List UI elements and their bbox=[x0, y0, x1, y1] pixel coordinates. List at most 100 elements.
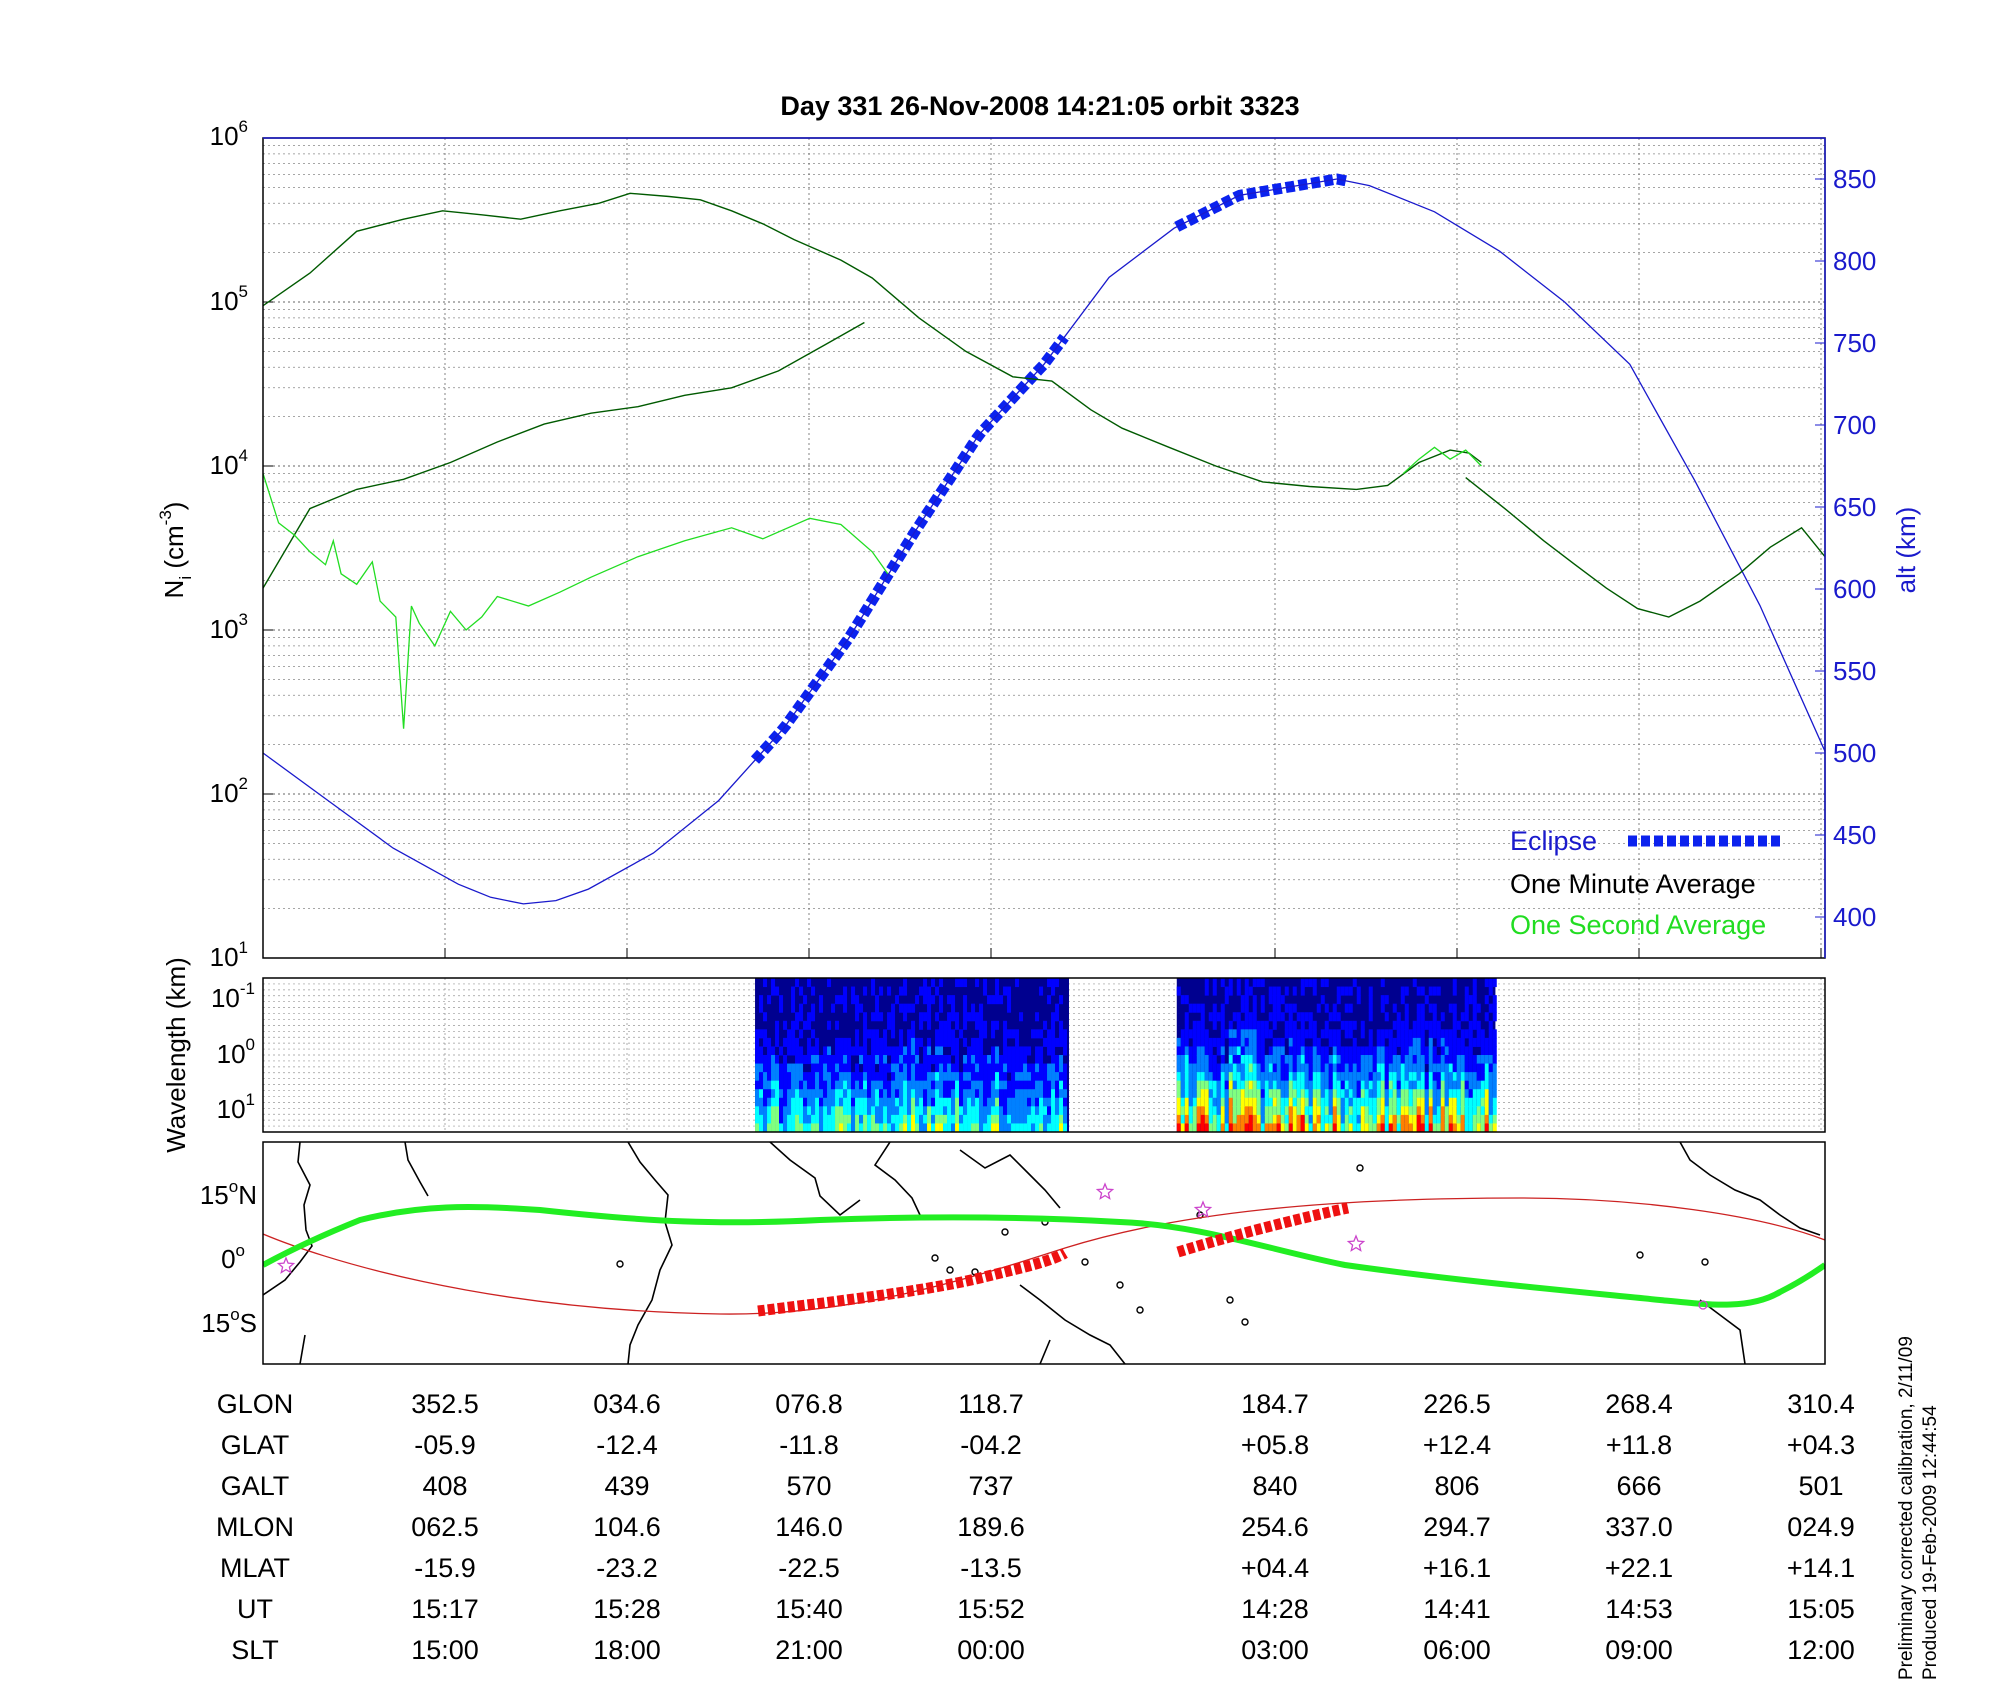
spectrogram-cell bbox=[1444, 1037, 1449, 1047]
spectrogram-cell bbox=[983, 1029, 988, 1039]
spectrogram-cell bbox=[1027, 1080, 1032, 1090]
altitude-axis-label: alt (km) bbox=[1891, 507, 1921, 594]
spectrogram-cell bbox=[1204, 1029, 1209, 1039]
spectrogram-cell bbox=[1412, 1029, 1417, 1039]
spectrogram-cell bbox=[1027, 1063, 1032, 1073]
spectrogram-cell bbox=[911, 1003, 916, 1013]
spectrogram-cell bbox=[847, 1089, 852, 1099]
spectrogram-cell bbox=[1011, 1114, 1016, 1124]
spectrogram-cell bbox=[887, 1097, 892, 1107]
spectrogram-cell bbox=[1432, 1114, 1437, 1124]
spectrogram-cell bbox=[1292, 1055, 1297, 1065]
spectrogram-cell bbox=[1304, 1080, 1309, 1090]
spectrogram-cell bbox=[1428, 1003, 1433, 1013]
spectrogram-cell bbox=[1063, 1072, 1068, 1082]
spectrogram-cell bbox=[951, 1046, 956, 1056]
spectrogram-cell bbox=[1400, 1123, 1405, 1133]
spectrogram-cell bbox=[1184, 1097, 1189, 1107]
spectrogram-cell bbox=[1324, 1123, 1329, 1133]
spectrogram-cell bbox=[1264, 1089, 1269, 1099]
spectrogram-cell bbox=[887, 1012, 892, 1022]
spectrogram-cell bbox=[775, 1063, 780, 1073]
spectrogram-cell bbox=[1007, 1063, 1012, 1073]
spectrogram-cell bbox=[1019, 1080, 1024, 1090]
coastline bbox=[1039, 1339, 1051, 1364]
spectrogram-cell bbox=[791, 1106, 796, 1116]
spectrogram-cell bbox=[1236, 1097, 1241, 1107]
spectrogram-cell bbox=[891, 1055, 896, 1065]
spectrogram-cell bbox=[1456, 1089, 1461, 1099]
spectrogram-cell bbox=[1039, 1080, 1044, 1090]
spectrogram-cell bbox=[863, 1037, 868, 1047]
spectrogram-cell bbox=[1488, 1114, 1493, 1124]
spectrogram-cell bbox=[835, 1020, 840, 1030]
spectrogram-cell bbox=[1324, 978, 1329, 988]
spectrogram-cell bbox=[955, 1123, 960, 1133]
spectrogram-cell bbox=[1063, 1046, 1068, 1056]
spectrogram-cell bbox=[1484, 1063, 1489, 1073]
spectrogram-cell bbox=[1220, 1029, 1225, 1039]
spectrogram-cell bbox=[1376, 1072, 1381, 1082]
spectrogram-cell bbox=[1252, 1072, 1257, 1082]
spectrogram-cell bbox=[1176, 1123, 1181, 1133]
spectrogram-cell bbox=[767, 1072, 772, 1082]
spectrogram-cell bbox=[1292, 1123, 1297, 1133]
spectrogram-cell bbox=[1248, 1012, 1253, 1022]
spectrogram-cell bbox=[1416, 1097, 1421, 1107]
spectrogram-cell bbox=[995, 1046, 1000, 1056]
spectrogram-cell bbox=[771, 1072, 776, 1082]
spectrogram-cell bbox=[939, 995, 944, 1005]
spectrogram-cell bbox=[755, 1114, 760, 1124]
spectrogram-cell bbox=[1360, 1029, 1365, 1039]
spectrogram-cell bbox=[1468, 1046, 1473, 1056]
spectrogram-cell bbox=[1236, 1089, 1241, 1099]
spectrogram-cell bbox=[1384, 1055, 1389, 1065]
spectrogram-cell bbox=[799, 1063, 804, 1073]
spectrogram-cell bbox=[1027, 1097, 1032, 1107]
spectrogram-cell bbox=[1031, 1072, 1036, 1082]
spectrogram-cell bbox=[883, 1055, 888, 1065]
spectrogram-cell bbox=[1472, 978, 1477, 988]
spectrogram-cell bbox=[1200, 1046, 1205, 1056]
spectrogram-cell bbox=[1460, 1114, 1465, 1124]
spectrogram-cell bbox=[947, 1020, 952, 1030]
spectrogram-cell bbox=[1444, 1097, 1449, 1107]
spectrogram-cell bbox=[975, 1097, 980, 1107]
spectrogram-cell bbox=[979, 1089, 984, 1099]
spectrogram-cell bbox=[951, 1080, 956, 1090]
spectrogram-cell bbox=[1248, 1072, 1253, 1082]
spectrogram-cell bbox=[1220, 1003, 1225, 1013]
spectrogram-cell bbox=[807, 1020, 812, 1030]
spectrogram-cell bbox=[1420, 1114, 1425, 1124]
spectrogram-cell bbox=[1280, 1080, 1285, 1090]
spectrogram-cell bbox=[1396, 1072, 1401, 1082]
spectrogram-cell bbox=[1368, 1063, 1373, 1073]
spectrogram-cell bbox=[807, 1097, 812, 1107]
spectrogram-cell bbox=[1244, 1080, 1249, 1090]
spectrogram-cell bbox=[1372, 1072, 1377, 1082]
spectrogram-cell bbox=[1220, 1046, 1225, 1056]
spectrogram-cell bbox=[1492, 1097, 1497, 1107]
spectrogram-cell bbox=[1344, 1020, 1349, 1030]
spectrogram-cell bbox=[867, 1106, 872, 1116]
spectrogram-cell bbox=[867, 1072, 872, 1082]
spectrogram-cell bbox=[1448, 1063, 1453, 1073]
spectrogram-cell bbox=[795, 1089, 800, 1099]
spectrogram-cell bbox=[1316, 1106, 1321, 1116]
spectrogram-cell bbox=[1408, 1114, 1413, 1124]
spectrogram-cell bbox=[1424, 1106, 1429, 1116]
spectrogram-cell bbox=[807, 1089, 812, 1099]
spectrogram-cell bbox=[839, 1123, 844, 1133]
spectrogram-cell bbox=[1356, 1063, 1361, 1073]
spectrogram-cell bbox=[1228, 1046, 1233, 1056]
spectrogram-cell bbox=[959, 1114, 964, 1124]
spectrogram-cell bbox=[1003, 1089, 1008, 1099]
spectrogram-cell bbox=[923, 978, 928, 988]
spectrogram-cell bbox=[1204, 1097, 1209, 1107]
spectrogram-cell bbox=[1360, 1106, 1365, 1116]
spectrogram-cell bbox=[871, 1012, 876, 1022]
spectrogram-cell bbox=[1364, 1123, 1369, 1133]
spectrogram-cell bbox=[1176, 1055, 1181, 1065]
spectrogram-cell bbox=[891, 1123, 896, 1133]
spectrogram-cell bbox=[855, 1029, 860, 1039]
